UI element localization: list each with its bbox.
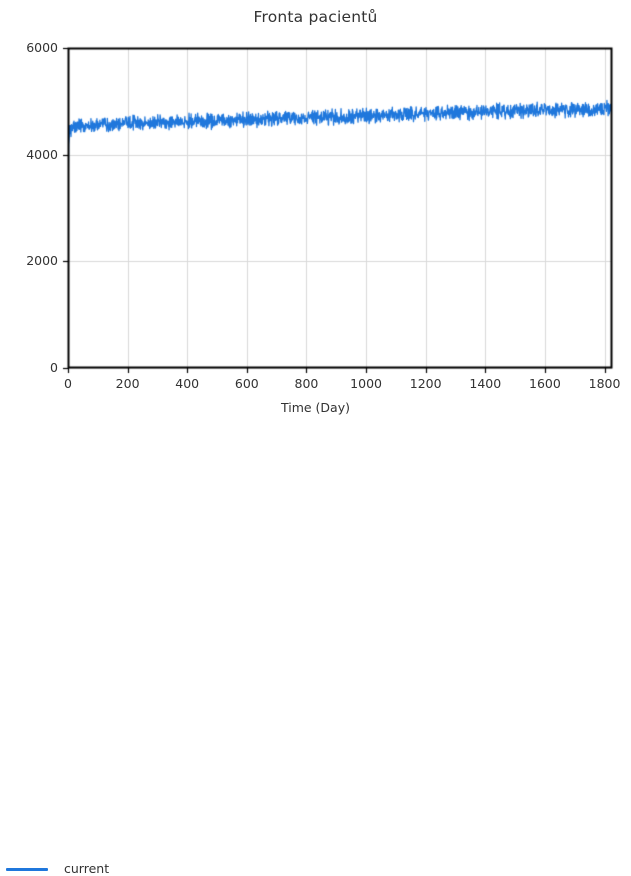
x-tick-label: 1000 <box>350 376 382 391</box>
y-tick-label: 0 <box>50 360 58 375</box>
x-tick-label: 1800 <box>588 376 621 391</box>
x-tick-label: 1400 <box>469 376 502 391</box>
x-tick-label: 1600 <box>529 376 561 391</box>
x-tick-label: 400 <box>175 376 200 391</box>
x-axis-label: Time (Day) <box>280 400 350 415</box>
legend-line-swatch-icon <box>6 868 48 871</box>
x-tick-label: 1200 <box>409 376 442 391</box>
plot-area <box>0 0 631 458</box>
chart-legend: current <box>0 430 631 876</box>
y-tick-label: 6000 <box>26 40 58 55</box>
x-tick-label: 200 <box>115 376 140 391</box>
y-tick-label: 4000 <box>26 146 58 162</box>
legend-entry-label: current <box>64 861 110 876</box>
x-tick-label: 600 <box>234 376 259 391</box>
x-tick-label: 0 <box>64 376 72 391</box>
y-tick-label: 2000 <box>26 253 58 269</box>
x-tick-label: 800 <box>294 376 319 391</box>
